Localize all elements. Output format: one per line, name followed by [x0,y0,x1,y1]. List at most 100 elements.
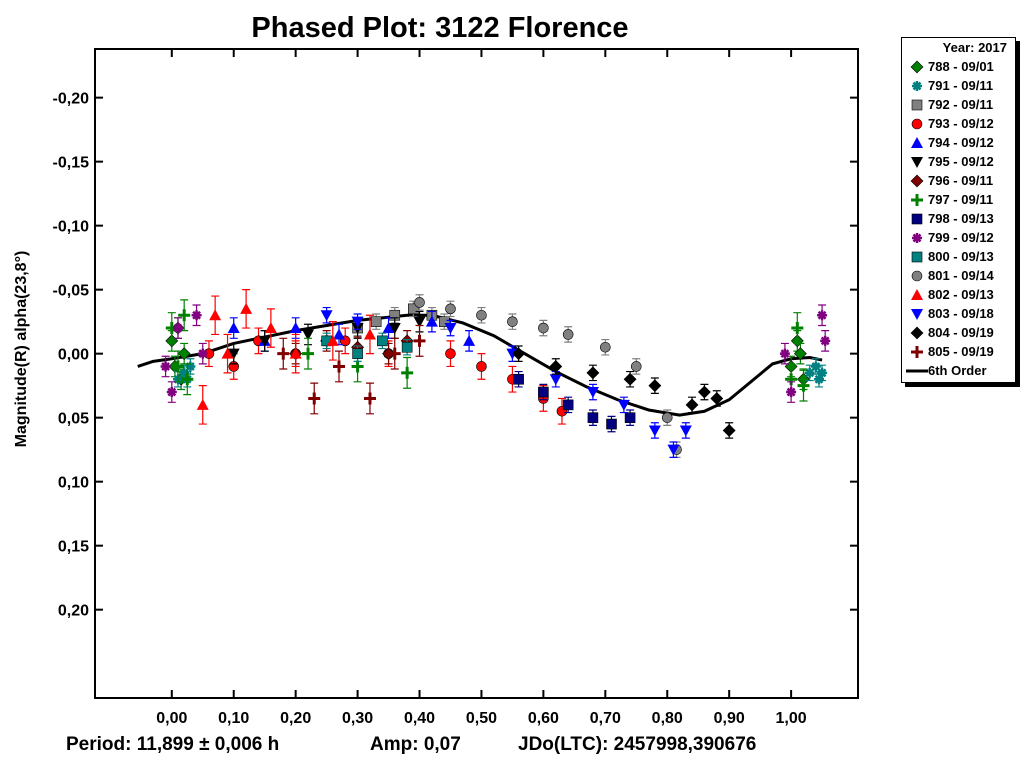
legend-label: 799 - 09/12 [928,230,994,245]
data-point [667,444,680,456]
legend-marker [911,213,923,224]
data-point [197,348,208,359]
data-point [813,374,824,385]
series-800 [321,332,413,362]
series-801 [414,294,682,458]
data-point [351,316,364,328]
data-point [401,366,414,379]
data-point [586,387,599,399]
triangle-down-marker-icon [911,156,923,168]
legend-label: 801 - 09/14 [928,268,994,283]
data-point [181,373,194,386]
series-805 [277,324,426,415]
data-point [648,425,661,437]
y-tick-label: 0,20 [58,603,89,620]
legend-item: 804 - 09/19 [902,323,1015,342]
legend-item: 799 - 09/12 [902,228,1015,247]
data-point [363,328,376,340]
y-tick-label: 0,00 [58,347,89,364]
data-point [289,322,302,334]
data-point [648,379,662,393]
y-tick-label: -0,05 [53,283,90,300]
data-point [320,310,333,322]
legend-label: 788 - 09/01 [928,59,994,74]
data-point [586,366,600,380]
data-point [172,323,183,334]
data-point [221,347,234,359]
diamond-marker-icon [910,174,924,187]
legend-label: 796 - 09/11 [928,173,994,188]
data-point [370,316,382,327]
legend-item: 798 - 09/13 [902,209,1015,228]
legend-label: 797 - 09/11 [928,192,994,207]
data-point [382,322,395,334]
legend-label: 805 - 09/19 [928,344,994,359]
legend-item: 796 - 09/11 [902,171,1015,190]
data-point [820,335,831,346]
legend-item: 791 - 09/11 [902,76,1015,95]
legend-marker [911,288,923,300]
data-point [549,360,563,373]
asterisk-marker-icon [912,232,922,243]
y-tick-label: 0,05 [58,411,89,428]
data-point [277,347,290,360]
data-point [179,367,190,378]
data-point [786,387,797,398]
legend-label: 798 - 09/13 [928,211,994,226]
legend-marker [911,345,923,358]
plot-frame [94,48,859,699]
legend-marker [912,80,922,91]
series-794 [227,310,476,352]
legend-marker [911,156,923,168]
y-tick-label: 0,10 [58,475,89,492]
legend-marker [911,193,923,206]
data-point [804,367,815,378]
data-point [413,334,426,347]
legend-label: 804 - 09/19 [928,325,994,340]
data-point [606,418,617,430]
x-tick-label: 0,50 [466,710,497,727]
square-marker-icon [911,213,923,224]
line-marker-icon [906,369,928,372]
data-point [617,399,630,411]
data-point [624,412,636,423]
legend-marker [911,270,923,281]
data-point [438,316,450,327]
data-point [333,360,346,373]
series-802 [196,289,376,425]
data-point [549,374,562,386]
data-point [445,348,456,359]
data-point [623,372,637,386]
diamond-marker-icon [910,60,924,73]
legend-label: 792 - 09/11 [928,97,994,112]
square-marker-icon [911,251,923,262]
x-tick-label: 0,30 [342,710,373,727]
data-point [191,310,202,321]
period-text: Period: 11,899 ± 0,006 h [66,734,280,755]
data-point [240,302,253,314]
data-point [227,348,240,360]
data-point [185,361,196,372]
data-point [679,425,692,437]
data-point [209,309,222,321]
x-tick-label: 0,60 [528,710,559,727]
data-point [326,334,339,346]
legend-marker [910,174,924,187]
triangle-down-marker-icon [911,308,923,320]
y-tick-label: -0,10 [53,219,90,236]
legend-marker [910,326,924,339]
data-point [413,316,426,328]
data-point [171,360,184,373]
legend-item: 802 - 09/13 [902,285,1015,304]
data-point [538,386,549,398]
legend-marker [911,136,923,148]
data-point [160,361,171,372]
legend-item: 788 - 09/01 [902,57,1015,76]
y-tick-label: -0,15 [53,155,90,172]
legend-marker [910,60,924,73]
legend-item: 792 - 09/11 [902,95,1015,114]
data-point [388,323,401,335]
data-point [562,399,574,411]
data-point [414,297,425,308]
